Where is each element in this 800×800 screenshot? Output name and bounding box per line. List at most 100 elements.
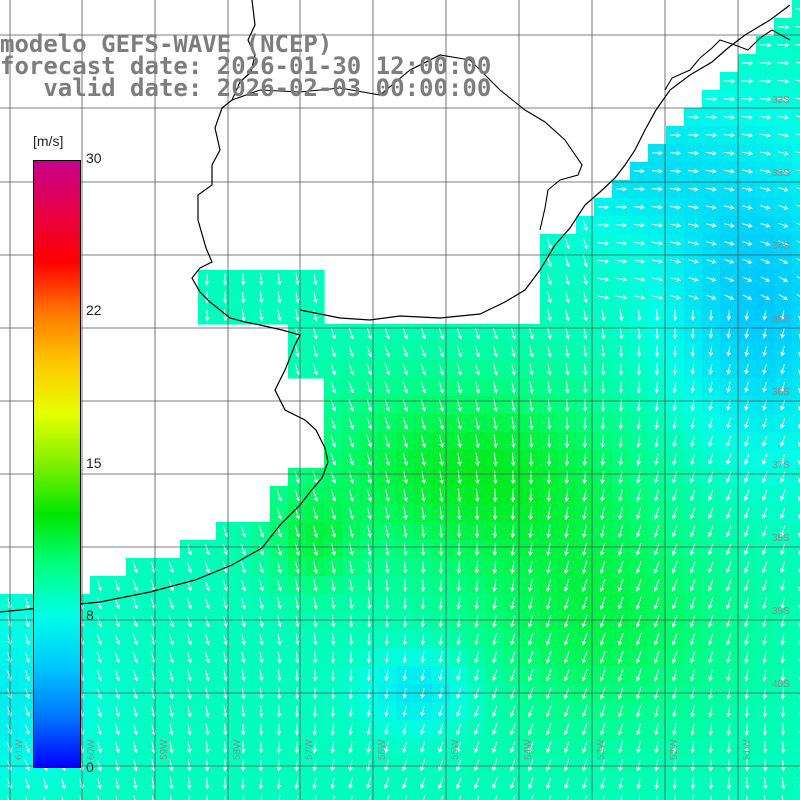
wind-arrow (633, 259, 646, 264)
coastline (0, 0, 791, 613)
wind-arrow (547, 327, 552, 340)
wind-arrow (258, 561, 264, 574)
wind-arrow (438, 524, 444, 539)
wind-arrow (366, 633, 372, 646)
wind-arrow (222, 561, 228, 574)
wind-arrow (795, 186, 800, 190)
wind-speed-cell (486, 792, 505, 800)
wind-arrow (420, 524, 426, 539)
wind-arrow (726, 328, 732, 339)
wind-arrow (618, 777, 623, 790)
wind-arrow (564, 255, 570, 268)
wind-arrow (312, 723, 318, 736)
wind-arrow (331, 579, 336, 592)
wind-arrow (796, 293, 800, 297)
wind-arrow (671, 651, 678, 664)
wind-arrow (581, 651, 588, 664)
wind-arrow (240, 759, 246, 772)
wind-arrow (546, 452, 552, 467)
wind-arrow (636, 345, 642, 358)
wind-arrow (762, 669, 767, 682)
wind-arrow (654, 759, 659, 772)
wind-arrow (759, 78, 772, 84)
wind-arrow (330, 345, 336, 358)
wind-arrow (635, 633, 642, 646)
wind-arrow (528, 416, 534, 431)
wind-arrow (493, 381, 498, 394)
wind-arrow (474, 363, 480, 376)
wind-arrow (492, 777, 498, 790)
wind-arrow (725, 561, 732, 574)
wind-arrow (795, 151, 800, 154)
wind-arrow (669, 204, 682, 210)
wind-arrow (492, 578, 497, 593)
wind-arrow (689, 597, 696, 610)
wind-arrow (687, 223, 700, 228)
wind-arrow (24, 633, 30, 646)
wind-speed-cell (756, 792, 775, 800)
wind-arrow (204, 615, 210, 628)
wind-arrow (114, 669, 120, 682)
wind-arrow (258, 723, 264, 736)
wind-arrow (780, 741, 786, 754)
wind-arrow (618, 506, 623, 521)
wind-arrow (132, 579, 138, 592)
wind-arrow (795, 115, 800, 118)
wind-arrow (546, 542, 551, 557)
wind-arrow (762, 759, 768, 772)
wind-arrow (778, 204, 789, 210)
wind-speed-cell (360, 792, 379, 800)
wind-arrow (636, 723, 641, 736)
wind-arrow (796, 276, 800, 279)
wind-arrow (276, 741, 282, 754)
wind-arrow (654, 741, 659, 754)
wind-arrow (420, 579, 426, 592)
wind-speed-cell (126, 792, 145, 800)
wind-arrow (635, 596, 642, 610)
wind-arrow (186, 561, 192, 574)
wind-arrow (295, 633, 300, 646)
wind-arrow (204, 273, 210, 286)
wind-arrow (402, 597, 408, 610)
wind-arrow (566, 795, 569, 800)
wind-arrow (96, 579, 102, 592)
wind-arrow (563, 614, 570, 628)
wind-arrow (169, 705, 174, 718)
wind-arrow (582, 219, 588, 232)
wind-arrow (546, 237, 552, 250)
wind-speed-cell (270, 792, 289, 800)
wind-arrow (42, 795, 46, 800)
wind-arrow (258, 525, 265, 538)
wind-arrow (384, 417, 391, 430)
wind-arrow (690, 669, 696, 682)
wind-arrow (636, 741, 641, 754)
wind-arrow (296, 795, 299, 800)
wind-arrow (456, 345, 463, 358)
wind-arrow (633, 240, 646, 246)
wind-arrow (348, 470, 355, 484)
wind-arrow (509, 741, 516, 754)
wind-arrow (420, 759, 426, 772)
wind-arrow (529, 381, 534, 394)
wind-arrow (654, 309, 660, 322)
wind-arrow (759, 151, 772, 156)
wind-arrow (223, 705, 228, 718)
wind-arrow (475, 452, 480, 467)
wind-arrow (422, 795, 426, 800)
wind-arrow (438, 345, 445, 358)
wind-arrow (241, 651, 246, 664)
wind-arrow (724, 258, 735, 264)
wind-arrow (690, 471, 696, 484)
wind-arrow (24, 669, 30, 681)
wind-arrow (367, 561, 372, 574)
wind-arrow (689, 633, 696, 646)
wind-arrow (186, 759, 192, 772)
wind-arrow (547, 345, 552, 358)
wind-arrow (618, 741, 623, 754)
wind-arrow (599, 651, 606, 664)
wind-arrow (24, 651, 30, 663)
wind-arrow (545, 596, 552, 610)
wind-speed-cell (558, 792, 577, 800)
wind-arrow (402, 651, 408, 664)
wind-arrow (724, 205, 735, 210)
